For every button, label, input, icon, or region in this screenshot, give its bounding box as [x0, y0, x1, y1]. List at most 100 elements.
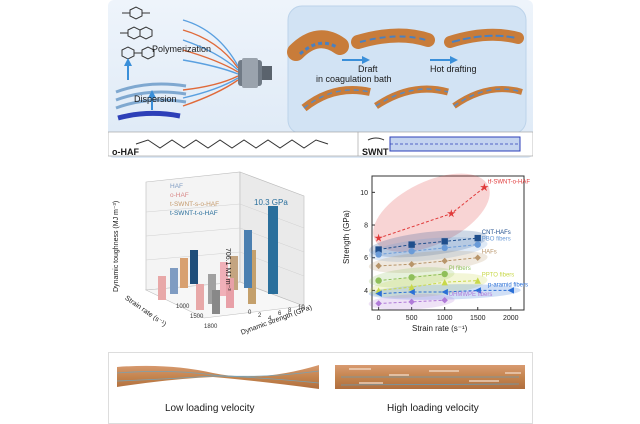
data-point	[375, 262, 382, 270]
data-point	[408, 247, 415, 255]
strength-xlabel: Strain rate (s⁻¹)	[412, 324, 468, 333]
data-point	[447, 209, 456, 218]
data-point	[441, 257, 448, 265]
data-point	[441, 270, 448, 278]
series-line	[378, 237, 478, 250]
data-point	[375, 290, 382, 297]
x-tick-label: 500	[406, 315, 418, 322]
data-point	[408, 261, 415, 268]
strength-tick: 8	[288, 308, 292, 314]
data-point	[441, 244, 448, 252]
annot-top: 10.3 GPa	[254, 198, 288, 207]
bar3d-legend: HAF o-HAF t-SWNT-s-o-HAF t-SWNT-t-o-HAF	[170, 182, 219, 218]
fiber-bundle-2	[351, 28, 435, 49]
bar3d-bar	[190, 250, 198, 284]
x-tick-label: 2000	[503, 315, 519, 322]
hot-drafting-label: Hot drafting	[430, 64, 477, 74]
y-tick-label: 4	[364, 288, 368, 295]
high-velocity-fiber	[335, 365, 525, 389]
series-line	[378, 257, 478, 267]
data-point	[474, 241, 481, 248]
series-label: HAFs	[482, 250, 497, 256]
bar3d-bar	[244, 230, 252, 288]
bar3d-bar	[220, 262, 228, 296]
series-label: PI fibers	[449, 266, 471, 272]
dispersion-label: Dispersion	[134, 94, 177, 104]
strength-chart-svg: 0 500 1000 1500 2000 4 6 8 10 tf-SWNT-o-HAF CNT-HA…	[360, 173, 530, 322]
data-point	[375, 251, 382, 258]
rate-ticks: 1000 1500 1800	[176, 304, 218, 330]
polymerization-label: Polymerization	[152, 44, 212, 54]
fiber-images	[116, 365, 525, 389]
data-point	[441, 238, 448, 245]
chain-formula-strip	[107, 131, 534, 157]
fiber-bundle-1	[287, 30, 349, 61]
monomer-structures	[120, 6, 155, 60]
data-point	[441, 296, 448, 304]
ohaf-label: o-HAF	[112, 147, 139, 157]
low-velocity-label: Low loading velocity	[165, 403, 255, 414]
bar3d-bar	[196, 284, 204, 310]
series-band	[373, 173, 490, 252]
data-point	[474, 287, 481, 294]
strength-ticks: 0 2 4 6 8 10	[248, 305, 305, 322]
data-point	[375, 277, 382, 284]
bar3d-bar	[208, 274, 216, 304]
bar3d-bar	[212, 290, 220, 314]
bar3d-bar	[226, 278, 234, 308]
bar3d-ylabel: Dynamic toughness (MJ m⁻³)	[113, 200, 120, 292]
x-tick-label: 0	[377, 315, 381, 322]
swnt-tubes-small	[115, 82, 187, 121]
bar3d-svg: 0 2 4 6 8 10 1000 1500 1800	[144, 171, 305, 330]
legend-item-swnt-s: t-SWNT-s-o-HAF	[170, 201, 220, 208]
y-tick-label: 8	[364, 223, 368, 230]
strength-tick: 6	[278, 311, 282, 317]
legend-item-haf: HAF	[170, 183, 183, 190]
data-point	[408, 298, 415, 306]
series-label: p-aramid fibers	[488, 282, 528, 288]
bar3d-bar	[268, 206, 278, 294]
dynamic-toughness-3d-panel: 0 2 4 6 8 10 1000 1500 1800 HAF o-HAF t-…	[108, 166, 326, 344]
annot-side: 706.1 MJ m⁻³	[224, 248, 231, 291]
series-band	[368, 237, 488, 262]
rate-tick: 1500	[190, 314, 204, 320]
strength-tick: 2	[258, 313, 262, 319]
process-schematic-panel: Polymerization Dispersion Draft in coagu…	[107, 0, 534, 158]
coagulation-label: in coagulation bath	[316, 74, 392, 84]
series-line	[378, 299, 445, 304]
spinneret-nozzle	[238, 58, 272, 88]
rate-tick: 1000	[176, 304, 190, 310]
rate-tick: 1800	[204, 324, 218, 330]
data-point	[408, 241, 415, 248]
x-tick-label: 1500	[470, 315, 486, 322]
swnt-label: SWNT	[362, 147, 389, 157]
series-line	[378, 273, 445, 282]
y-tick-label: 10	[360, 190, 368, 197]
data-point	[480, 183, 489, 192]
plot-frame	[371, 175, 525, 311]
series-line	[378, 280, 478, 291]
strength-tick: 0	[248, 310, 252, 316]
data-point	[408, 283, 415, 291]
data-point	[375, 300, 382, 307]
legend-item-ohaf: o-HAF	[170, 192, 189, 199]
bar3d-bar	[180, 258, 188, 288]
data-point	[374, 233, 383, 242]
bar3d-bar	[158, 276, 166, 300]
strength-ylabel: Strength (GPa)	[342, 210, 351, 264]
bar3d-bars	[158, 206, 278, 314]
strength-tick: 10	[298, 305, 305, 311]
y-tick-label: 6	[364, 255, 368, 262]
bar3d-bar	[230, 256, 238, 290]
data-point	[507, 287, 514, 294]
data-point	[474, 254, 481, 261]
loading-velocity-panel: Low loading velocity High loading veloci…	[108, 352, 533, 424]
high-velocity-label: High loading velocity	[387, 403, 479, 414]
series-band	[368, 273, 488, 298]
process-schematic	[107, 5, 534, 157]
data-point	[441, 288, 448, 296]
data-point	[474, 234, 481, 242]
strength-chart-panel: 0 500 1000 1500 2000 4 6 8 10 tf-SWNT-o-HAF CNT-HA…	[338, 168, 530, 338]
series-label: PPTO fibers	[482, 273, 515, 279]
series-label: UHMWPE fibers	[449, 292, 493, 298]
